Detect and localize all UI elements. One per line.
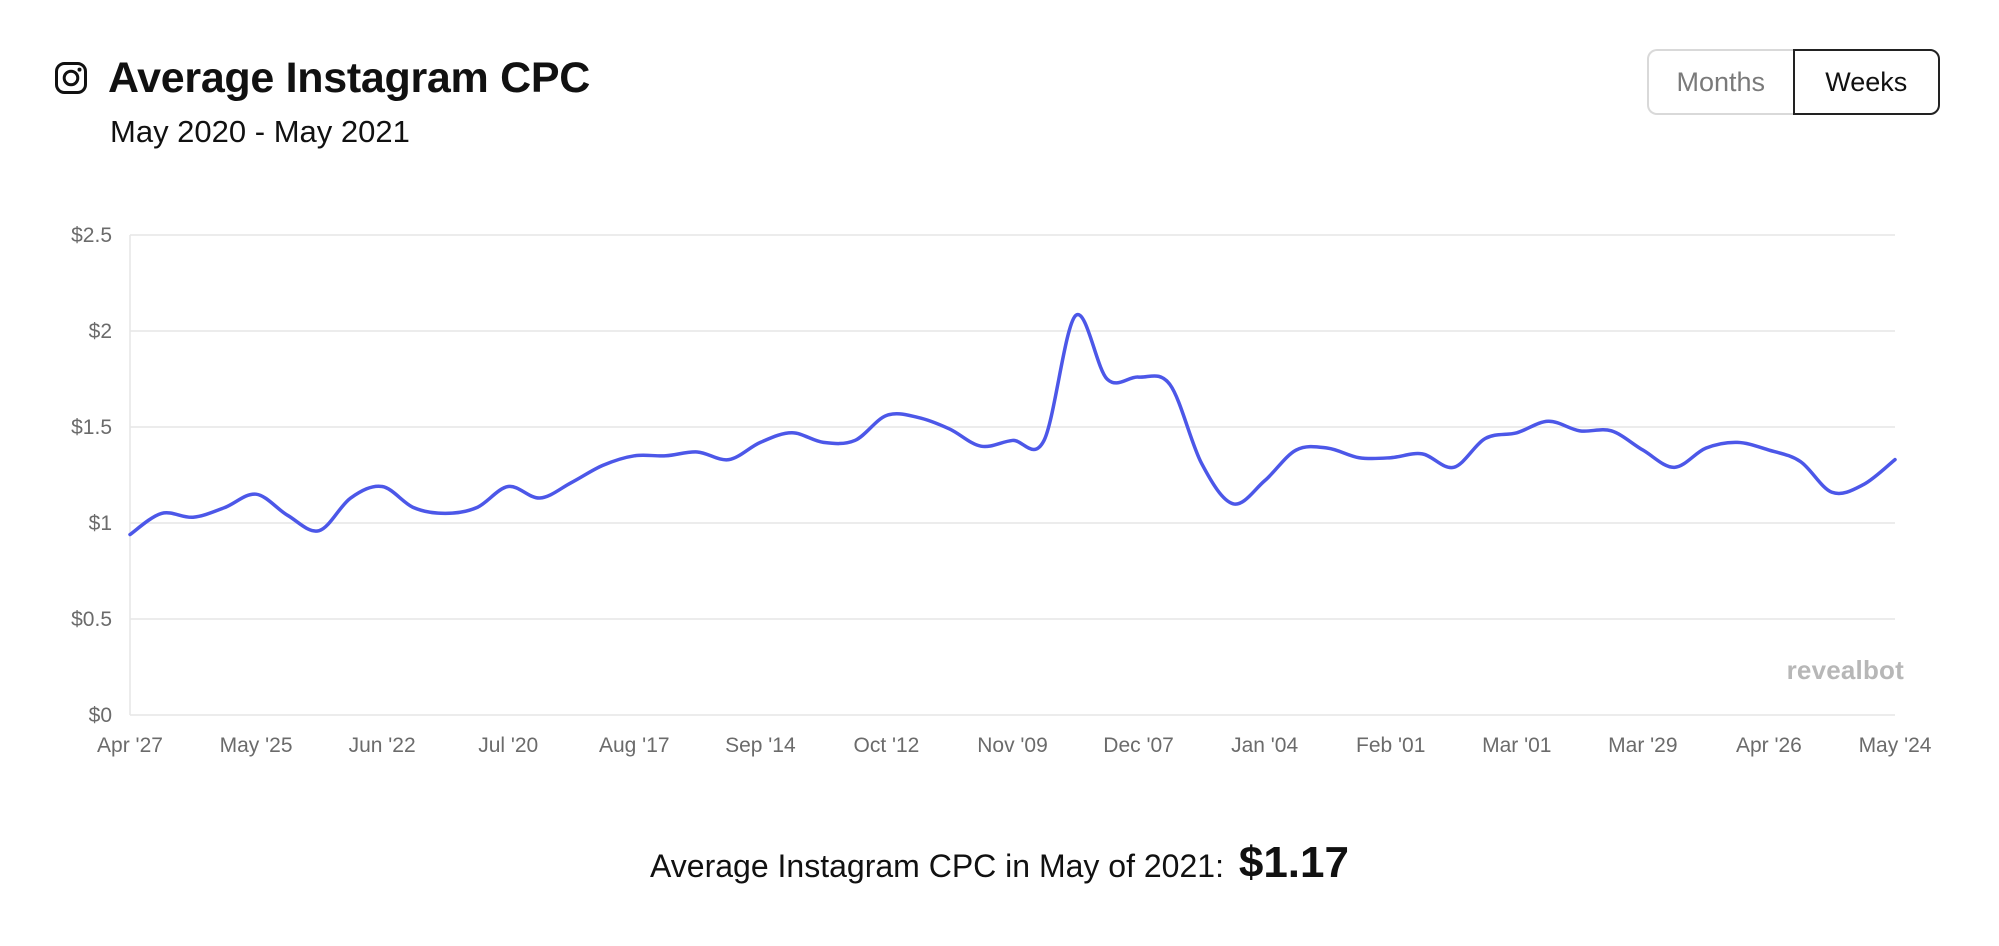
x-tick-label: Sep '14 (725, 734, 796, 757)
data-point (691, 446, 703, 458)
date-range-subtitle: May 2020 - May 2021 (110, 114, 410, 149)
chart-header: Average Instagram CPC May 2020 - May 202… (54, 52, 590, 150)
data-point (943, 423, 955, 435)
data-point (597, 459, 609, 471)
summary-text: Average Instagram CPC in May of 2021: (650, 848, 1224, 884)
data-point (1574, 425, 1586, 437)
y-tick-label: $0 (89, 704, 112, 727)
data-point (282, 509, 294, 521)
series-line (128, 312, 1897, 537)
data-point (975, 440, 987, 452)
data-point (1385, 452, 1397, 464)
data-point (786, 427, 798, 439)
data-point (1227, 498, 1239, 510)
data-point (534, 492, 546, 504)
data-point (219, 502, 231, 514)
title-row: Average Instagram CPC (54, 52, 590, 104)
page-title: Average Instagram CPC (108, 54, 591, 102)
data-point (1668, 461, 1680, 473)
weeks-button[interactable]: Weeks (1792, 49, 1940, 115)
data-point (1637, 444, 1649, 456)
data-point (408, 502, 420, 514)
x-tick-label: Feb '01 (1356, 734, 1425, 757)
data-point (1794, 456, 1806, 468)
data-point (1700, 442, 1712, 454)
data-point (565, 477, 577, 489)
y-tick-label: $0.5 (71, 608, 112, 631)
data-point (1353, 452, 1365, 464)
x-tick-label: Dec '07 (1103, 734, 1174, 757)
data-point (849, 434, 861, 446)
data-point (376, 481, 388, 493)
data-point (124, 529, 136, 541)
data-point (1196, 457, 1208, 469)
data-point (723, 454, 735, 466)
data-point (628, 450, 640, 462)
data-point (313, 525, 325, 537)
x-tick-label: Mar '29 (1608, 734, 1677, 757)
data-point (1133, 371, 1145, 383)
y-tick-label: $1 (89, 512, 112, 535)
data-point (1164, 379, 1176, 391)
data-point (1542, 415, 1554, 427)
data-point (1826, 486, 1838, 498)
x-tick-label: May '24 (1859, 734, 1932, 757)
data-point (187, 511, 199, 523)
period-toggle: Months Weeks (1647, 49, 1940, 115)
summary-value: $1.17 (1238, 838, 1349, 887)
x-tick-label: Oct '12 (853, 734, 919, 757)
x-tick-label: Mar '01 (1482, 734, 1551, 757)
instagram-icon (55, 62, 87, 94)
data-point (1416, 448, 1428, 460)
x-tick-label: Aug '17 (599, 734, 670, 757)
data-point (1857, 479, 1869, 491)
data-point (1038, 434, 1050, 446)
data-point (439, 507, 451, 519)
x-tick-label: May '25 (220, 734, 293, 757)
data-point (1511, 427, 1523, 439)
data-point (1605, 425, 1617, 437)
data-point (1070, 310, 1082, 322)
grid-lines (129, 234, 1895, 716)
revealbot-watermark: revealbot (1786, 655, 1904, 685)
data-point (250, 488, 262, 500)
data-point (1007, 434, 1019, 446)
data-point (1101, 373, 1113, 385)
months-button[interactable]: Months (1647, 49, 1793, 115)
y-tick-label: $2 (89, 320, 112, 343)
data-point (1479, 433, 1491, 445)
data-point (754, 436, 766, 448)
data-point (1448, 461, 1460, 473)
data-point (502, 481, 514, 493)
x-tick-label: Apr '27 (97, 734, 163, 757)
x-tick-label: Apr '26 (1736, 734, 1802, 757)
x-tick-label: Jun '22 (349, 734, 416, 757)
y-tick-label: $1.5 (71, 416, 112, 439)
data-point (1322, 442, 1334, 454)
y-axis-ticks: $0 $0.5 $1 $1.5 $2 $2.5 (71, 224, 112, 727)
data-point (1259, 475, 1271, 487)
data-point (880, 409, 892, 421)
data-point (1889, 454, 1901, 466)
x-tick-label: Jul '20 (478, 734, 538, 757)
x-tick-label: Nov '09 (977, 734, 1048, 757)
summary-footer: Average Instagram CPC in May of 2021: $1… (0, 838, 1999, 888)
y-tick-label: $2.5 (71, 224, 112, 247)
data-point (1290, 444, 1302, 456)
series-layer (124, 310, 1901, 541)
data-point (1763, 444, 1775, 456)
data-point (660, 450, 672, 462)
data-point (817, 436, 829, 448)
x-axis-ticks: Apr '27 May '25 Jun '22 Jul '20 Aug '17 Sep '… (97, 734, 1932, 757)
data-point (1731, 436, 1743, 448)
data-point (912, 411, 924, 423)
x-tick-label: Jan '04 (1231, 734, 1298, 757)
data-point (471, 502, 483, 514)
data-point (345, 492, 357, 504)
data-point (156, 507, 168, 519)
